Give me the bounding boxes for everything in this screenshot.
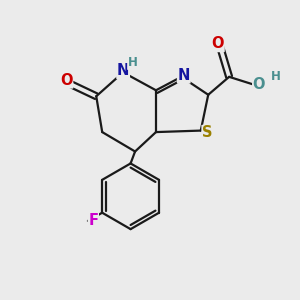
Text: O: O <box>253 77 265 92</box>
Text: N: N <box>178 68 190 83</box>
Text: S: S <box>202 125 213 140</box>
Text: N: N <box>117 63 129 78</box>
Text: H: H <box>128 56 138 69</box>
Text: H: H <box>271 70 281 83</box>
Text: F: F <box>88 213 98 228</box>
Text: O: O <box>212 37 224 52</box>
Text: O: O <box>60 73 73 88</box>
